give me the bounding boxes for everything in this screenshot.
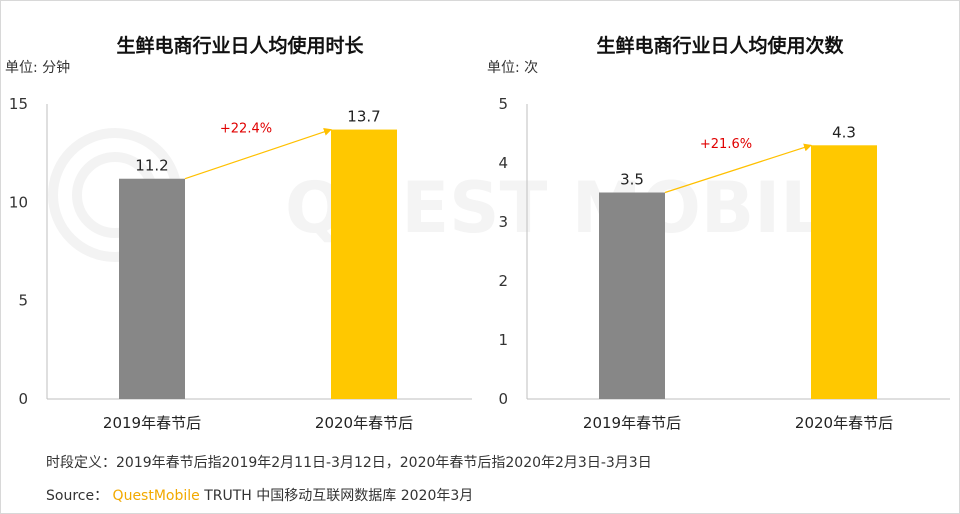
data-label: 13.7 [347, 108, 380, 126]
period-definition: 时段定义：2019年春节后指2019年2月11日-3月12日，2020年春节后指… [46, 455, 652, 471]
chart-title: 生鲜电商行业日人均使用次数 [596, 34, 844, 57]
y-tick-label: 15 [9, 95, 28, 113]
y-tick-label: 10 [9, 193, 28, 211]
y-tick-label: 0 [18, 390, 28, 408]
data-label: 11.2 [135, 157, 168, 175]
bar-2019年春节后 [599, 192, 665, 399]
y-tick-label: 5 [18, 292, 28, 310]
y-tick-label: 3 [498, 213, 508, 231]
category-label: 2020年春节后 [315, 414, 413, 432]
y-tick-label: 4 [498, 154, 508, 172]
source-rest: TRUTH 中国移动互联网数据库 2020年3月 [204, 488, 474, 504]
source-line: Source： QuestMobile TRUTH 中国移动互联网数据库 202… [46, 485, 473, 505]
source-label: Source： [46, 488, 109, 504]
y-tick-label: 1 [498, 331, 508, 349]
growth-label: +22.4% [220, 121, 272, 136]
bar-2019年春节后 [119, 178, 185, 399]
growth-arrow [664, 143, 812, 194]
bar-2020年春节后 [331, 129, 397, 400]
y-tick-label: 0 [498, 390, 508, 408]
growth-label: +21.6% [700, 137, 752, 152]
category-label: 2020年春节后 [795, 414, 893, 432]
y-tick-label: 2 [498, 272, 508, 290]
unit-label: 单位: 次 [487, 60, 538, 76]
source-brand: QuestMobile [112, 488, 200, 504]
category-label: 2019年春节后 [103, 414, 201, 432]
data-label: 3.5 [620, 171, 644, 189]
chart-title: 生鲜电商行业日人均使用时长 [116, 34, 364, 57]
data-label: 4.3 [832, 123, 856, 141]
growth-arrow [184, 128, 332, 180]
category-label: 2019年春节后 [583, 414, 681, 432]
y-tick-label: 5 [498, 95, 508, 113]
unit-label: 单位: 分钟 [5, 59, 70, 76]
bar-2020年春节后 [811, 145, 877, 399]
